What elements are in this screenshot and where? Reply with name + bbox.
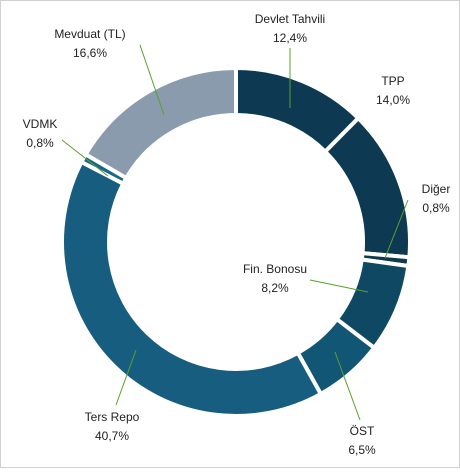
slice-label: Ters Repo	[85, 410, 140, 424]
leader-line	[61, 139, 109, 177]
value-label: 14,0%	[376, 93, 410, 107]
leader-line	[309, 279, 369, 293]
slice-label: VDMK	[23, 117, 58, 131]
slice-label: Mevduat (TL)	[54, 27, 125, 41]
value-label: 12,4%	[273, 31, 307, 45]
value-label: 16,6%	[73, 46, 107, 60]
leader-line	[334, 351, 361, 421]
leader-line	[384, 199, 409, 259]
leader-line	[115, 349, 137, 406]
donut-slice	[60, 159, 324, 418]
slice-label: TPP	[381, 74, 404, 88]
donut-slice	[82, 65, 238, 181]
slice-label: Diğer	[422, 182, 451, 196]
value-label: 0,8%	[26, 136, 54, 150]
value-label: 8,2%	[261, 281, 289, 295]
slice-label: Fin. Bonosu	[243, 262, 307, 276]
leader-line	[139, 44, 165, 116]
value-label: 40,7%	[95, 429, 129, 443]
value-label: 6,5%	[348, 443, 376, 457]
slice-label: Devlet Tahvili	[255, 12, 325, 26]
value-label: 0,8%	[422, 201, 450, 215]
slice-label: ÖST	[350, 424, 375, 438]
